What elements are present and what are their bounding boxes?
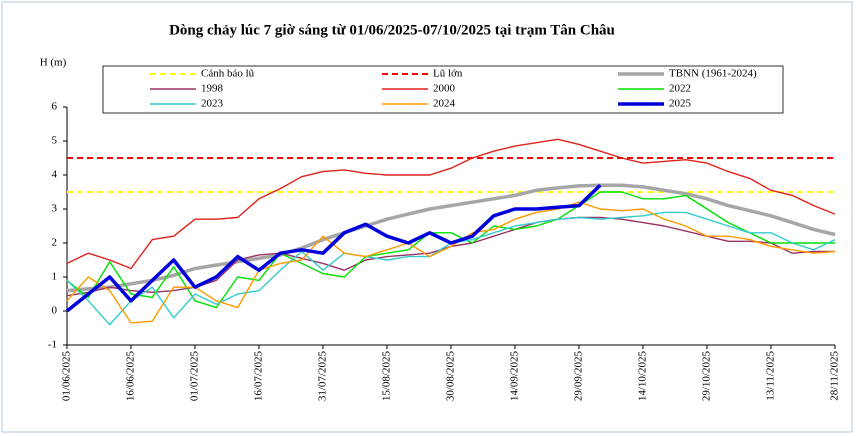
x-tick-label: 14/10/2025 <box>637 351 649 402</box>
y-tick-label: 5 <box>52 135 58 147</box>
x-tick-label: 15/08/2025 <box>381 351 393 402</box>
x-tick-label: 16/06/2025 <box>125 351 137 402</box>
x-tick-label: 31/07/2025 <box>317 351 329 402</box>
legend-label: 2025 <box>669 98 692 110</box>
legend-label: 2023 <box>201 98 224 110</box>
x-tick-label: 13/11/2025 <box>765 351 777 401</box>
legend-label: Lũ lớn <box>433 68 463 80</box>
legend-label: Cảnh báo lũ <box>201 68 255 80</box>
x-tick-label: 29/10/2025 <box>701 351 713 402</box>
y-axis-label: H (m) <box>40 57 67 69</box>
legend-label: 2022 <box>669 83 691 95</box>
x-tick-label: 14/09/2025 <box>509 351 521 402</box>
x-tick-label: 16/07/2025 <box>253 351 265 402</box>
series-line <box>66 138 836 270</box>
legend-label: 1998 <box>201 83 224 95</box>
x-tick-label: 01/06/2025 <box>61 351 73 402</box>
x-tick-label: 29/09/2025 <box>573 351 585 402</box>
x-tick-label: 30/08/2025 <box>445 351 457 402</box>
y-tick-label: 0 <box>52 305 58 317</box>
legend-label: 2000 <box>433 83 456 95</box>
chart-title: Dòng chảy lúc 7 giờ sáng từ 01/06/2025-0… <box>169 22 615 38</box>
y-tick-label: 6 <box>52 101 58 113</box>
y-tick-label: 1 <box>52 271 58 283</box>
series-line <box>65 183 602 313</box>
y-tick-label: -1 <box>48 339 57 351</box>
y-tick-label: 3 <box>52 203 58 215</box>
legend-label: TBNN (1961-2024) <box>669 68 757 80</box>
x-tick-label: 01/07/2025 <box>189 351 201 402</box>
series-line <box>66 183 836 293</box>
legend <box>102 65 784 114</box>
legend-label: 2024 <box>433 98 456 110</box>
y-tick-label: 2 <box>52 237 58 249</box>
x-tick-label: 28/11/2025 <box>829 351 841 401</box>
series-line <box>66 191 835 309</box>
y-tick-label: 4 <box>52 169 58 181</box>
